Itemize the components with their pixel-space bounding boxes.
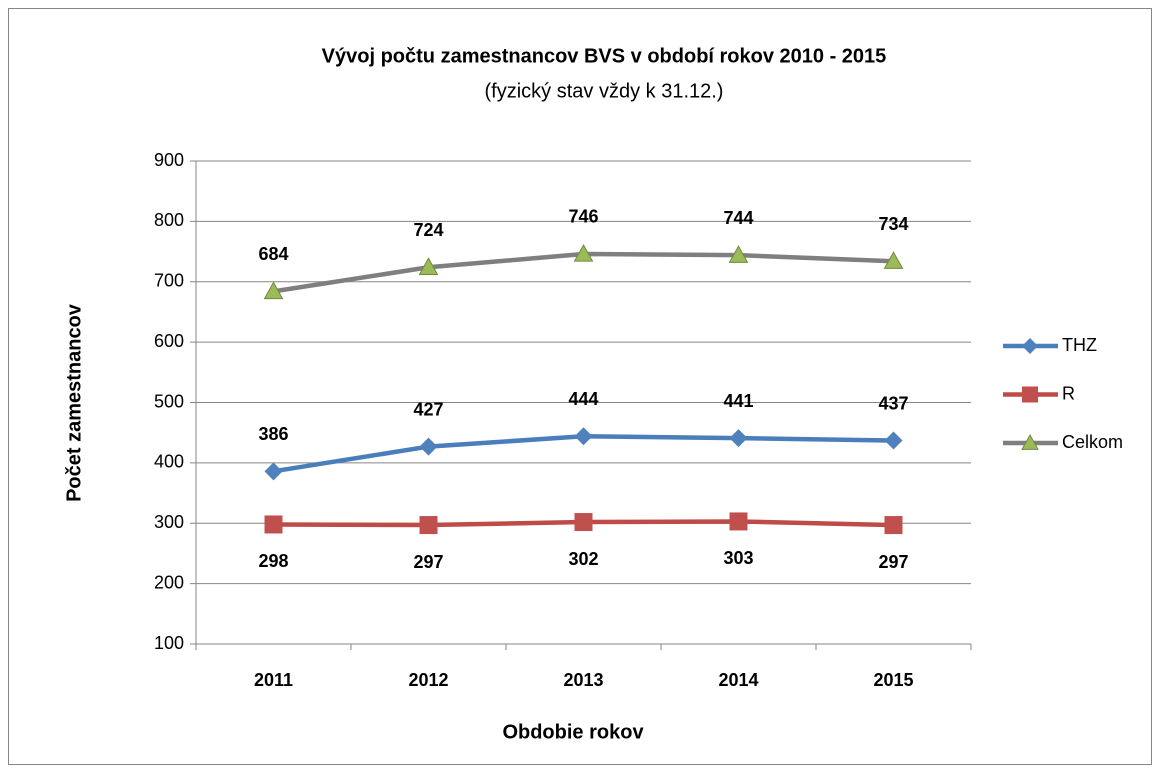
y-tick-label: 500 (154, 391, 184, 411)
marker (263, 281, 284, 300)
legend-label: R (1062, 383, 1075, 403)
y-axis-label: Počet zamestnancov (63, 303, 85, 502)
y-tick-label: 300 (154, 512, 184, 532)
data-label: 444 (568, 389, 598, 409)
data-label: 724 (413, 220, 443, 240)
data-label: 684 (258, 244, 288, 264)
legend-label: Celkom (1062, 432, 1123, 452)
marker (574, 427, 593, 446)
chart-border (8, 8, 1152, 765)
x-tick-label: 2014 (718, 670, 758, 690)
y-tick-label: 800 (154, 210, 184, 230)
marker (573, 243, 594, 262)
data-label: 297 (413, 552, 443, 572)
x-tick-label: 2015 (873, 670, 913, 690)
marker (419, 516, 438, 535)
y-tick-label: 100 (154, 633, 184, 653)
x-tick-label: 2011 (254, 670, 293, 690)
marker (883, 251, 904, 269)
marker (418, 257, 439, 275)
data-label: 302 (568, 549, 598, 569)
marker (1021, 433, 1039, 450)
data-label: 437 (878, 393, 908, 413)
x-tick-label: 2013 (563, 670, 603, 690)
chart-subtitle: (fyzický stav vždy k 31.12.) (485, 80, 724, 102)
marker (884, 516, 903, 535)
marker (884, 431, 903, 450)
data-label: 386 (258, 424, 288, 444)
marker (264, 462, 283, 481)
data-label: 303 (723, 548, 753, 568)
x-tick-label: 2012 (408, 670, 448, 690)
y-tick-label: 400 (154, 452, 184, 472)
data-label: 297 (878, 552, 908, 572)
data-label: 298 (258, 551, 288, 571)
marker (419, 437, 438, 456)
marker (728, 245, 749, 263)
data-label: 744 (723, 208, 753, 228)
chart-title: Vývoj počtu zamestnancov BVS v období ro… (322, 45, 887, 67)
x-axis-label: Obdobie rokov (502, 721, 644, 743)
data-label: 746 (568, 207, 598, 227)
data-label: 427 (413, 399, 443, 419)
legend-label: THZ (1062, 335, 1097, 355)
y-tick-label: 700 (154, 271, 184, 291)
y-tick-label: 200 (154, 572, 184, 592)
data-label: 441 (723, 391, 753, 411)
marker (1022, 338, 1038, 354)
marker (574, 513, 593, 532)
marker (264, 515, 283, 534)
marker (1022, 386, 1038, 403)
data-label: 734 (878, 214, 908, 234)
y-tick-label: 600 (154, 331, 184, 351)
marker (729, 512, 748, 531)
marker (729, 429, 748, 448)
y-tick-label: 900 (154, 150, 184, 170)
